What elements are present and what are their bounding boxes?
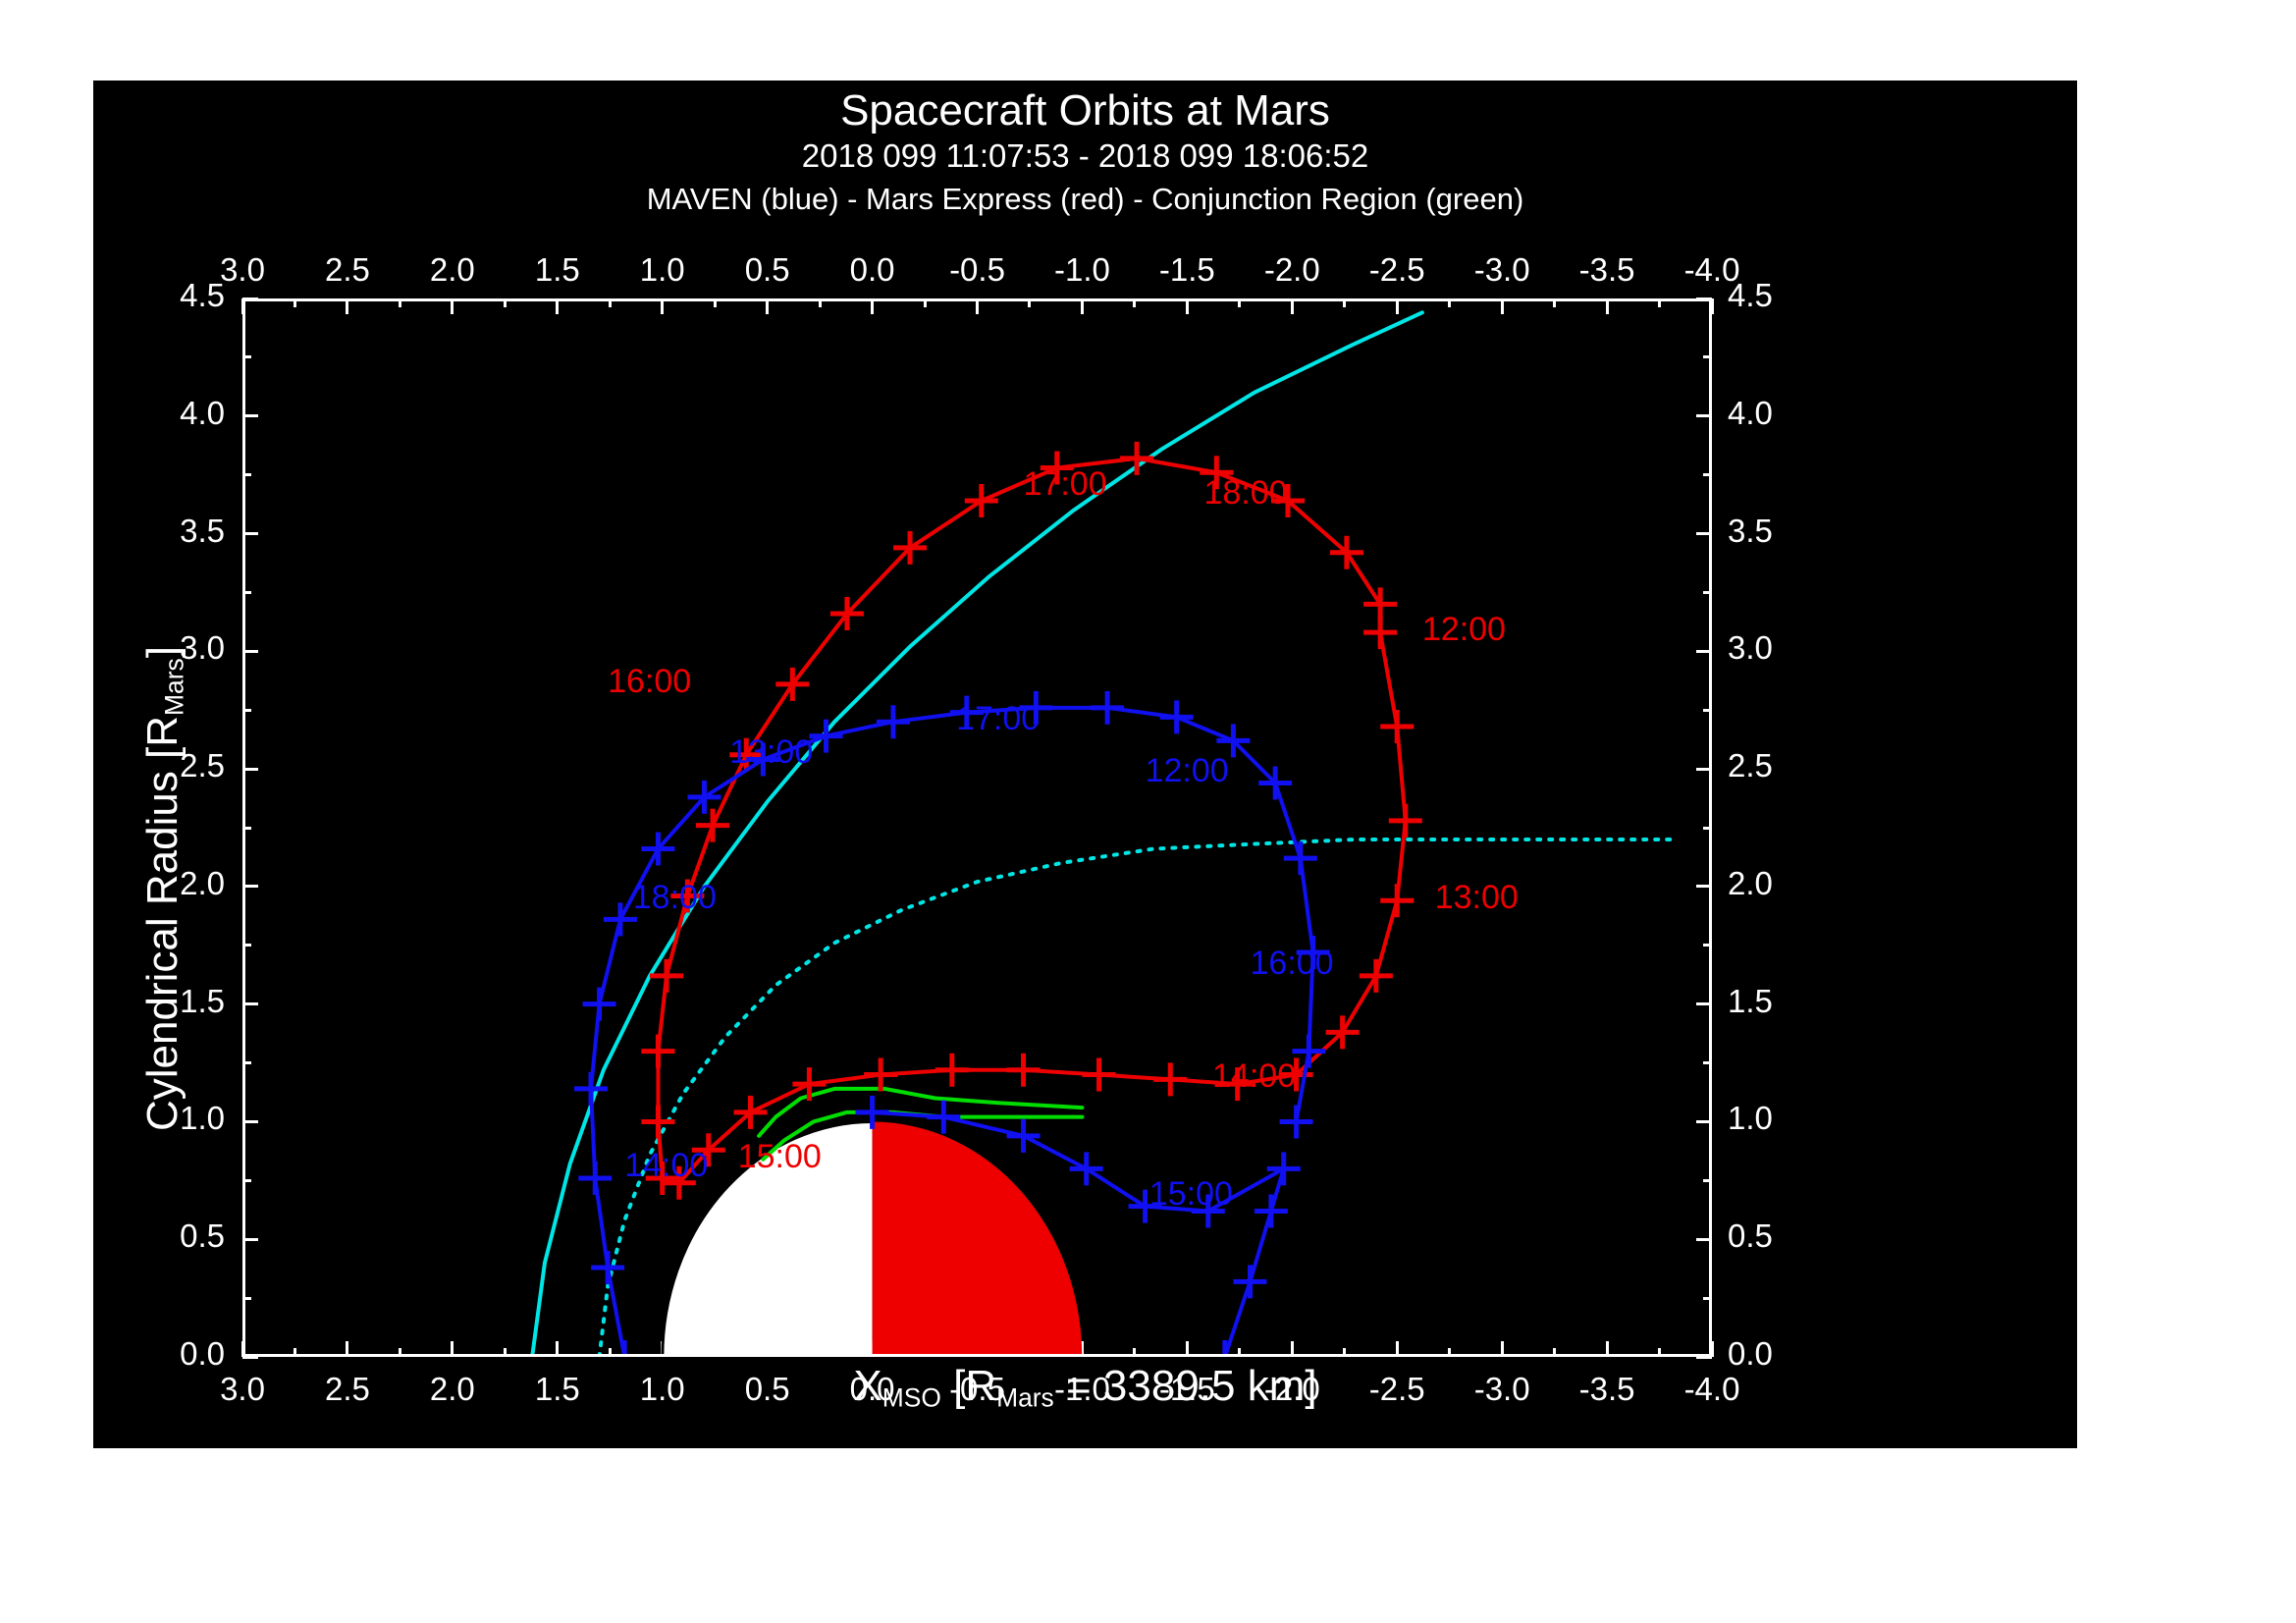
- axis-tick-label: 0.0: [93, 1335, 225, 1373]
- mars-express-time-label: 14:00: [1212, 1057, 1296, 1096]
- plot-panel: Spacecraft Orbits at Mars 2018 099 11:07…: [93, 81, 2077, 1448]
- maven-time-label: 16:00: [1251, 945, 1334, 983]
- plot-frame: [242, 298, 1712, 1357]
- maven-time-label: 12:00: [1146, 752, 1229, 790]
- axis-tick-label: 1.0: [1728, 1100, 1859, 1137]
- maven-time-label: 18:00: [633, 879, 717, 917]
- maven-time-label: 17:00: [956, 700, 1040, 738]
- figure-canvas: Spacecraft Orbits at Mars 2018 099 11:07…: [0, 0, 2296, 1623]
- axis-tick-label: 3.5: [1728, 513, 1859, 550]
- axis-tick-label: 1.5: [93, 983, 225, 1020]
- axis-tick-label: 3.0: [1728, 629, 1859, 667]
- axis-tick-label: 0.0: [1728, 1335, 1859, 1373]
- mars-express-time-label: 15:00: [738, 1138, 822, 1176]
- mars-express-time-label: 16:00: [608, 663, 691, 701]
- mars-express-time-label: 13:00: [1435, 879, 1519, 917]
- axis-tick-label: 1.0: [93, 1100, 225, 1137]
- axis-tick-label: 2.5: [1728, 747, 1859, 784]
- maven-time-label: 15:00: [1149, 1175, 1233, 1214]
- maven-time-label: 13:00: [729, 733, 813, 772]
- maven-time-label: 14:00: [624, 1147, 708, 1185]
- axis-tick-label: 2.5: [93, 747, 225, 784]
- mars-express-time-label: 18:00: [1203, 474, 1287, 513]
- axis-tick-label: 4.5: [1728, 277, 1859, 314]
- axis-tick-label: 3.0: [93, 629, 225, 667]
- axis-tick-label: 4.0: [1728, 395, 1859, 432]
- axis-tick-label: 2.0: [93, 865, 225, 902]
- page-title: Spacecraft Orbits at Mars: [93, 86, 2077, 135]
- axis-tick-label: 3.5: [93, 513, 225, 550]
- axis-tick-label: 0.5: [93, 1217, 225, 1255]
- legend-line: MAVEN (blue) - Mars Express (red) - Conj…: [93, 182, 2077, 217]
- axis-tick-label: 4.5: [93, 277, 225, 314]
- axis-tick-label: 1.5: [1728, 983, 1859, 1020]
- time-range-subtitle: 2018 099 11:07:53 - 2018 099 18:06:52: [93, 137, 2077, 175]
- axis-tick-label: 4.0: [93, 395, 225, 432]
- axis-tick-label: 2.0: [1728, 865, 1859, 902]
- mars-express-time-label: 17:00: [1024, 465, 1107, 504]
- mars-express-time-label: 12:00: [1422, 611, 1506, 649]
- axis-tick-label: 0.5: [1728, 1217, 1859, 1255]
- axis-tick-label: -4.0: [1643, 1371, 1781, 1408]
